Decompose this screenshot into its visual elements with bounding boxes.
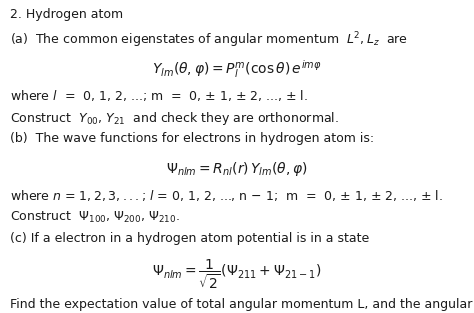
Text: $\Psi_{nlm} = R_{nl}(r)\,Y_{lm}(\theta, \varphi)$: $\Psi_{nlm} = R_{nl}(r)\,Y_{lm}(\theta, … [166,160,308,178]
Text: Construct  $\Psi_{100}$, $\Psi_{200}$, $\Psi_{210}$.: Construct $\Psi_{100}$, $\Psi_{200}$, $\… [10,210,180,225]
Text: Construct  $Y_{00}$, $Y_{21}$  and check they are orthonormal.: Construct $Y_{00}$, $Y_{21}$ and check t… [10,110,339,127]
Text: (a)  The common eigenstates of angular momentum  $L^2, L_z$  are: (a) The common eigenstates of angular mo… [10,30,408,49]
Text: Find the expectation value of total angular momentum L, and the angular momentum: Find the expectation value of total angu… [10,298,474,311]
Text: where $l$  =  0, 1, 2, ...; m  =  0, $\pm$ 1, $\pm$ 2, ..., $\pm$ l.: where $l$ = 0, 1, 2, ...; m = 0, $\pm$ 1… [10,88,308,103]
Text: $\Psi_{nlm} = \dfrac{1}{\sqrt{2}}(\Psi_{211} + \Psi_{21-1})$: $\Psi_{nlm} = \dfrac{1}{\sqrt{2}}(\Psi_{… [153,258,321,291]
Text: (b)  The wave functions for electrons in hydrogen atom is:: (b) The wave functions for electrons in … [10,132,374,145]
Text: 2. Hydrogen atom: 2. Hydrogen atom [10,8,123,21]
Text: (c) If a electron in a hydrogen atom potential is in a state: (c) If a electron in a hydrogen atom pot… [10,232,369,245]
Text: $Y_{lm}(\theta, \varphi)  =  P_l^m(\cos\theta)\,e^{im\varphi}$: $Y_{lm}(\theta, \varphi) = P_l^m(\cos\th… [152,58,322,80]
Text: where $n$ = $\mathit{1,2,3,...}$; $l$ = 0, 1, 2, ..., n $-$ 1;  m  =  0, $\pm$ 1: where $n$ = $\mathit{1,2,3,...}$; $l$ = … [10,188,443,203]
